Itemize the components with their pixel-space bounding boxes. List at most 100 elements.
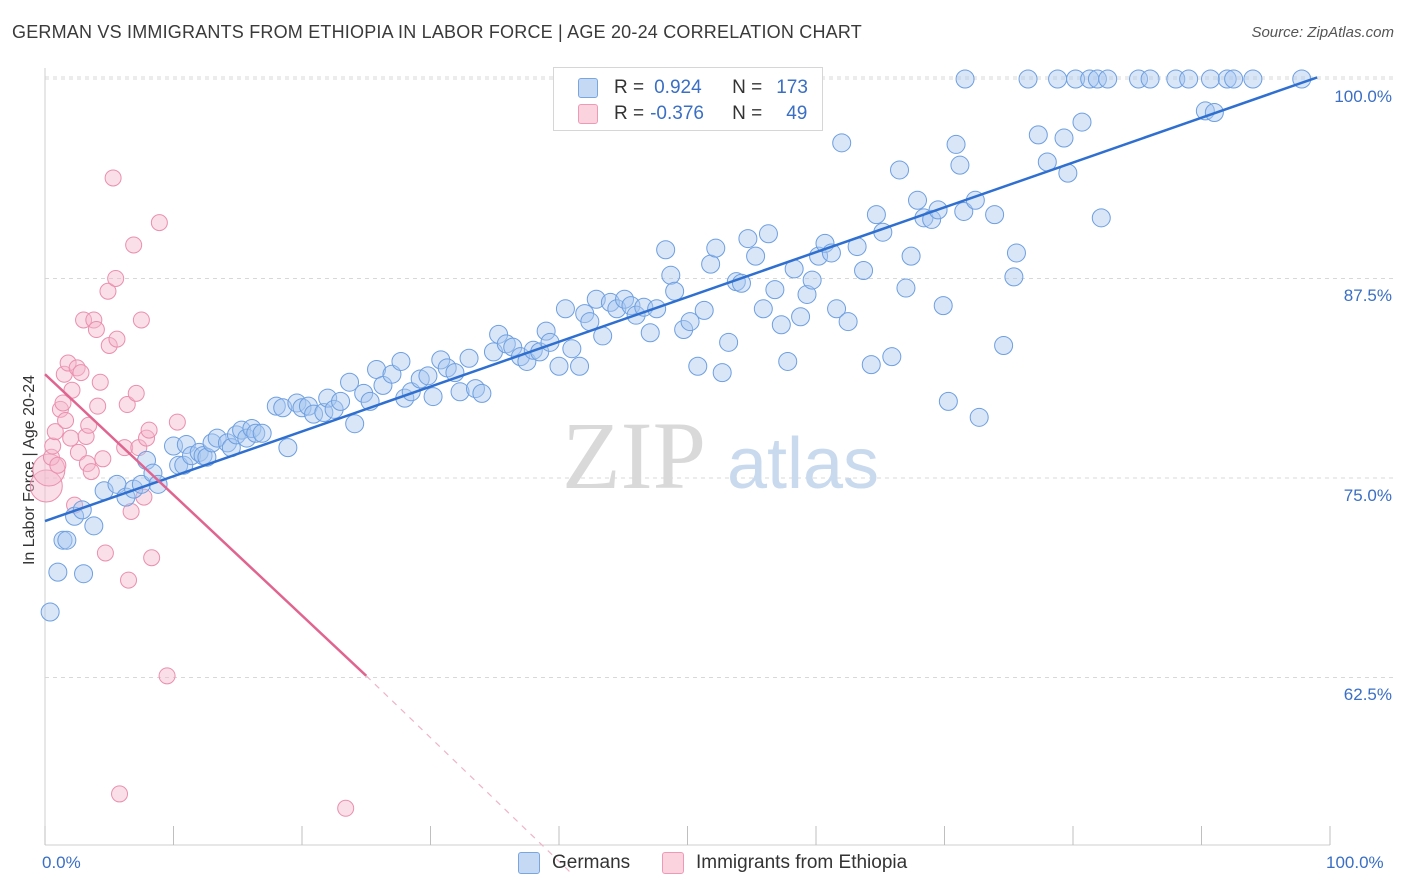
ethiopia-point: [120, 571, 138, 589]
ethiopia-trend-line: [44, 373, 368, 677]
ethiopia-point: [122, 502, 140, 520]
german-point: [237, 428, 257, 448]
ethiopia-point: [87, 321, 105, 339]
german-point: [896, 278, 916, 298]
y-tick-label: 87.5%: [1343, 286, 1392, 306]
german-point: [410, 369, 430, 389]
german-point: [802, 270, 822, 290]
german-point: [1129, 69, 1149, 89]
german-point: [1091, 208, 1111, 228]
german-point: [1243, 69, 1263, 89]
ethiopia-point: [75, 311, 93, 329]
watermark: ZIP atlas: [562, 402, 879, 509]
y-tick-label: 100.0%: [1334, 87, 1392, 106]
bottom-legend-label-german: Germans: [552, 852, 631, 873]
german-point: [680, 312, 700, 332]
german-point: [712, 363, 732, 383]
german-point: [955, 69, 975, 89]
german-point: [570, 356, 590, 376]
german-point: [854, 261, 874, 280]
german-point: [994, 336, 1014, 356]
trend-lines: [44, 76, 1318, 875]
german-point: [314, 403, 334, 423]
ethiopia-point: [49, 456, 67, 474]
ethiopia-point: [44, 437, 62, 455]
german-point: [489, 324, 509, 344]
legend-n-german: 173: [776, 77, 808, 98]
ethiopia-point: [77, 427, 95, 445]
german-point: [908, 190, 928, 210]
ethiopia-trend-extension: [365, 675, 573, 875]
bottom-legend-ethiopia: Immigrants from Ethiopia: [662, 852, 907, 874]
german-point: [882, 347, 902, 367]
german-point: [778, 351, 798, 371]
german-point: [656, 240, 676, 260]
german-point: [57, 530, 77, 550]
german-point: [181, 446, 201, 466]
german-point: [586, 289, 606, 309]
ethiopia-point: [72, 364, 90, 382]
german-point: [1072, 112, 1092, 132]
german-point: [738, 229, 758, 249]
german-point: [278, 438, 298, 458]
legend-r-german: 0.924: [654, 77, 702, 98]
ethiopia-point: [78, 455, 96, 473]
german-point: [946, 134, 966, 154]
chart-title: GERMAN VS IMMIGRANTS FROM ETHIOPIA IN LA…: [12, 22, 862, 42]
german-point: [661, 265, 681, 285]
german-point: [74, 564, 94, 584]
german-point: [472, 383, 492, 403]
german-point: [1054, 128, 1074, 148]
ethiopia-point: [59, 354, 77, 372]
german-point: [1087, 69, 1107, 89]
ethiopia-points: [29, 169, 355, 817]
german-point: [1224, 69, 1244, 89]
german-point: [391, 351, 411, 371]
german-point: [431, 350, 451, 370]
legend-swatch-ethiopia: [578, 104, 598, 124]
german-point: [758, 224, 778, 244]
legend-n-label: N =: [732, 77, 763, 98]
german-point: [1018, 69, 1038, 89]
german-point: [174, 455, 194, 475]
ethiopia-point: [143, 549, 161, 567]
german-point: [933, 296, 953, 316]
german-point: [832, 133, 852, 153]
ethiopia-point: [132, 311, 150, 329]
ethiopia-point: [127, 384, 145, 402]
german-point: [1048, 69, 1068, 89]
german-point: [318, 388, 338, 408]
german-point: [765, 280, 785, 300]
german-point: [1098, 69, 1118, 89]
german-point: [48, 562, 68, 582]
german-point: [418, 366, 438, 386]
legend-r-label: R =: [614, 77, 645, 98]
german-point: [950, 155, 970, 175]
ethiopia-point: [158, 667, 176, 685]
ethiopia-point: [94, 450, 112, 468]
german-point: [938, 391, 958, 411]
german-point: [866, 205, 886, 225]
german-point: [84, 516, 104, 536]
german-point: [562, 339, 582, 359]
german-point: [665, 281, 685, 301]
ethiopia-point: [337, 799, 355, 817]
ethiopia-point: [89, 397, 107, 415]
german-point: [459, 348, 479, 368]
german-point: [292, 398, 312, 418]
bottom-legend-label-ethiopia: Immigrants from Ethiopia: [696, 852, 908, 873]
legend-r-ethiopia: -0.376: [650, 103, 704, 124]
german-point: [969, 407, 989, 427]
german-point: [354, 383, 374, 403]
german-point: [340, 372, 360, 392]
german-point: [503, 337, 523, 357]
german-point: [345, 414, 365, 434]
german-points: [40, 69, 1312, 622]
ethiopia-point: [69, 443, 87, 461]
y-tick-label: 75.0%: [1343, 485, 1392, 505]
ethiopia-point: [108, 330, 126, 348]
german-point: [40, 602, 60, 622]
ethiopia-point: [46, 423, 64, 441]
bottom-legend-german: Germans: [518, 852, 630, 874]
